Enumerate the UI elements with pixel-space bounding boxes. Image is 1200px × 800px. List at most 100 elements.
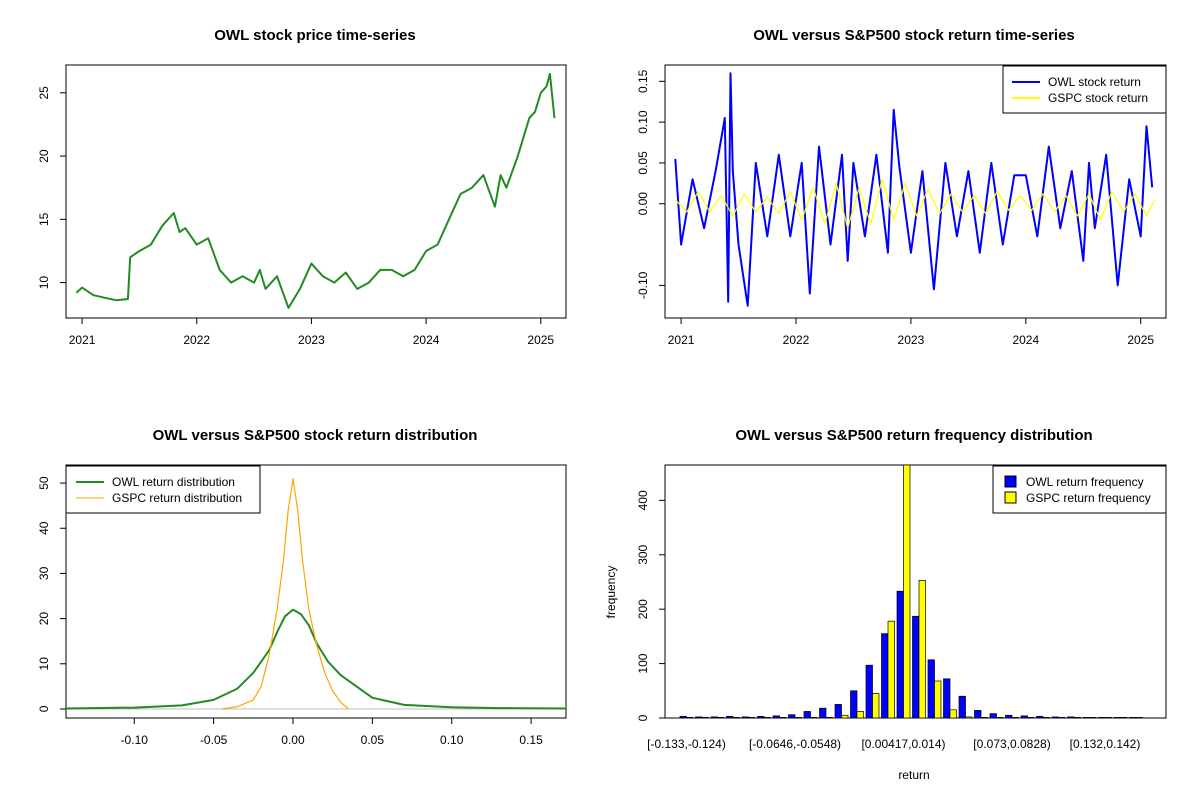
price-chart-title: OWL stock price time-series: [214, 27, 415, 44]
x-tick-label: -0.10: [121, 733, 149, 747]
density-panel: OWL versus S&P500 stock return distribut…: [37, 427, 567, 747]
gspc-frequency-bar: [1089, 717, 1097, 719]
frequency-y-axis-label: frequency: [604, 566, 618, 619]
legend-owl-frequency-swatch: [1004, 475, 1017, 488]
returns-plot-frame: [664, 64, 1167, 319]
density-series: [65, 478, 567, 710]
density-x-axis: -0.10 -0.05 0.00 0.05 0.10 0.15: [121, 718, 543, 747]
legend-gspc-frequency-swatch: [1004, 491, 1017, 504]
gspc-frequency-bar: [763, 717, 771, 719]
gspc-frequency-bar: [887, 620, 895, 719]
owl-frequency-bar: [1098, 717, 1106, 719]
frequency-panel: OWL versus S&P500 return frequency distr…: [604, 427, 1167, 782]
owl-frequency-bar: [679, 716, 687, 719]
owl-frequency-bar: [710, 716, 718, 719]
frequency-x-axis-label: return: [898, 768, 929, 782]
gspc-frequency-bar: [779, 717, 787, 719]
gspc-frequency-bar: [949, 709, 957, 719]
x-tick-label: 2023: [298, 333, 325, 347]
x-tick-label: -0.05: [200, 733, 228, 747]
price-plot-frame: [65, 64, 567, 319]
density-y-axis: 0 10 20 30 40 50: [37, 476, 66, 712]
owl-frequency-bar: [1129, 717, 1137, 719]
x-tick-label: 0.10: [440, 733, 464, 747]
owl-frequency-bar: [943, 678, 951, 719]
frequency-chart-title: OWL versus S&P500 return frequency distr…: [735, 427, 1092, 444]
owl-density-line: [65, 608, 567, 710]
y-tick-label: 0.15: [636, 69, 650, 93]
owl-frequency-bar: [741, 716, 749, 719]
frequency-category-label: [-0.0646,-0.0548): [749, 737, 841, 751]
x-tick-label: 0.15: [519, 733, 543, 747]
density-legend: OWL return distribution GSPC return dist…: [65, 465, 261, 514]
owl-price-line: [75, 72, 556, 309]
legend-gspc-frequency-label: GSPC return frequency: [1026, 491, 1151, 505]
owl-frequency-bar: [1051, 716, 1059, 719]
owl-frequency-bar: [1082, 717, 1090, 719]
x-tick-label: 2025: [527, 333, 554, 347]
legend-owl-density-label: OWL return distribution: [112, 475, 235, 489]
frequency-category-label: [0.073,0.0828): [973, 737, 1050, 751]
y-tick-label: 0: [636, 714, 650, 721]
y-tick-label: 0.10: [636, 110, 650, 134]
y-tick-label: 0.05: [636, 151, 650, 175]
gspc-frequency-bar: [903, 464, 911, 719]
gspc-frequency-bar: [980, 717, 988, 719]
returns-y-axis: -0.10 0.00 0.05 0.10 0.15: [636, 69, 665, 299]
x-tick-label: 2021: [668, 333, 695, 347]
y-tick-label: 20: [37, 149, 51, 163]
gspc-frequency-bar: [934, 680, 942, 719]
owl-frequency-bar: [772, 715, 780, 719]
y-tick-label: 200: [636, 599, 650, 619]
gspc-frequency-bar: [748, 717, 756, 719]
gspc-frequency-bar: [1011, 717, 1019, 719]
gspc-frequency-bar: [856, 711, 864, 719]
gspc-frequency-bar: [825, 717, 833, 719]
gspc-frequency-bar: [1042, 717, 1050, 719]
owl-frequency-bar: [788, 714, 796, 719]
price-series: [75, 72, 556, 309]
frequency-bars: [679, 464, 1143, 719]
x-tick-label: 0.05: [361, 733, 385, 747]
y-tick-label: 10: [37, 276, 51, 290]
legend-owl-return-label: OWL stock return: [1048, 75, 1141, 89]
gspc-frequency-bar: [872, 693, 880, 719]
owl-frequency-bar: [896, 590, 904, 719]
owl-frequency-bar: [865, 664, 873, 719]
x-tick-label: 2024: [1012, 333, 1039, 347]
owl-frequency-bar: [834, 704, 842, 719]
returns-panel: OWL versus S&P500 stock return time-seri…: [636, 27, 1167, 347]
y-tick-label: 30: [37, 566, 51, 580]
x-tick-label: 2022: [183, 333, 210, 347]
gspc-return-line: [674, 178, 1156, 229]
frequency-category-label: [-0.133,-0.124): [647, 737, 726, 751]
owl-frequency-bar: [958, 695, 966, 719]
gspc-frequency-bar: [1027, 717, 1035, 719]
gspc-frequency-bar: [810, 717, 818, 719]
y-tick-label: 20: [37, 612, 51, 626]
owl-frequency-bar: [726, 716, 734, 719]
returns-chart-title: OWL versus S&P500 stock return time-seri…: [753, 27, 1075, 44]
owl-frequency-bar: [1020, 715, 1028, 719]
returns-legend: OWL stock return GSPC stock return: [1002, 65, 1167, 114]
price-y-axis: 10 15 20 25: [37, 86, 66, 289]
y-tick-label: 400: [636, 490, 650, 510]
gspc-frequency-bar: [794, 717, 802, 719]
y-tick-label: 0.00: [636, 192, 650, 216]
gspc-frequency-bar: [701, 717, 709, 719]
density-plot-frame: [65, 464, 567, 719]
x-tick-label: 2023: [898, 333, 925, 347]
y-tick-label: 100: [636, 653, 650, 673]
owl-frequency-bar: [757, 716, 765, 719]
x-tick-label: 2022: [783, 333, 810, 347]
owl-frequency-bar: [974, 710, 982, 719]
frequency-y-axis: 0 100 200 300 400: [636, 490, 665, 721]
owl-frequency-bar: [912, 615, 920, 719]
returns-series: [674, 72, 1156, 307]
gspc-frequency-bar: [1104, 717, 1112, 719]
owl-frequency-bar: [1005, 714, 1013, 719]
returns-x-axis: 2021 2022 2023 2024 2025: [668, 318, 1154, 347]
legend-gspc-return-label: GSPC stock return: [1048, 91, 1148, 105]
gspc-frequency-bar: [686, 717, 694, 719]
